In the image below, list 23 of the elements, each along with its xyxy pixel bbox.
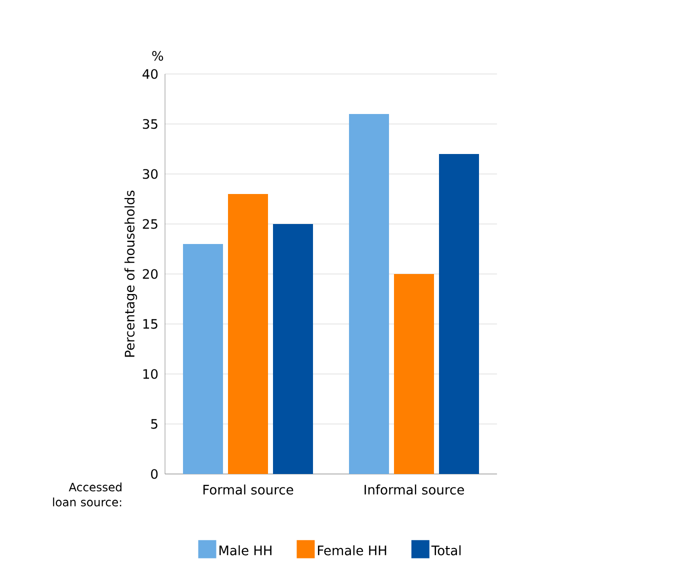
y-tick-label: 40 xyxy=(142,69,158,79)
y-tick-label: 0 xyxy=(151,469,158,479)
bar xyxy=(394,274,434,474)
legend-label: Male HH xyxy=(220,545,272,556)
y-axis-title: Percentage of households xyxy=(124,190,138,357)
legend-label: Total xyxy=(431,545,461,556)
bar xyxy=(348,114,389,474)
x-axis-title: Accessed loan source: xyxy=(53,482,122,506)
bar xyxy=(273,224,313,474)
y-tick-label: 15 xyxy=(143,319,158,329)
legend-label: Female HH xyxy=(318,545,386,556)
x-tick-label: Formal source xyxy=(203,484,294,495)
bar xyxy=(228,194,268,474)
x-tick-label: Informal source xyxy=(364,484,464,495)
y-tick-label: 10 xyxy=(143,369,158,379)
y-tick-label: 30 xyxy=(142,169,158,179)
text: % xyxy=(152,50,164,61)
y-tick-label: 25 xyxy=(142,219,158,229)
y-tick-label: 5 xyxy=(151,419,158,429)
bar xyxy=(439,154,479,474)
y-tick-label: 20 xyxy=(142,269,158,279)
y-tick-label: 35 xyxy=(142,119,158,129)
bar xyxy=(183,244,223,474)
